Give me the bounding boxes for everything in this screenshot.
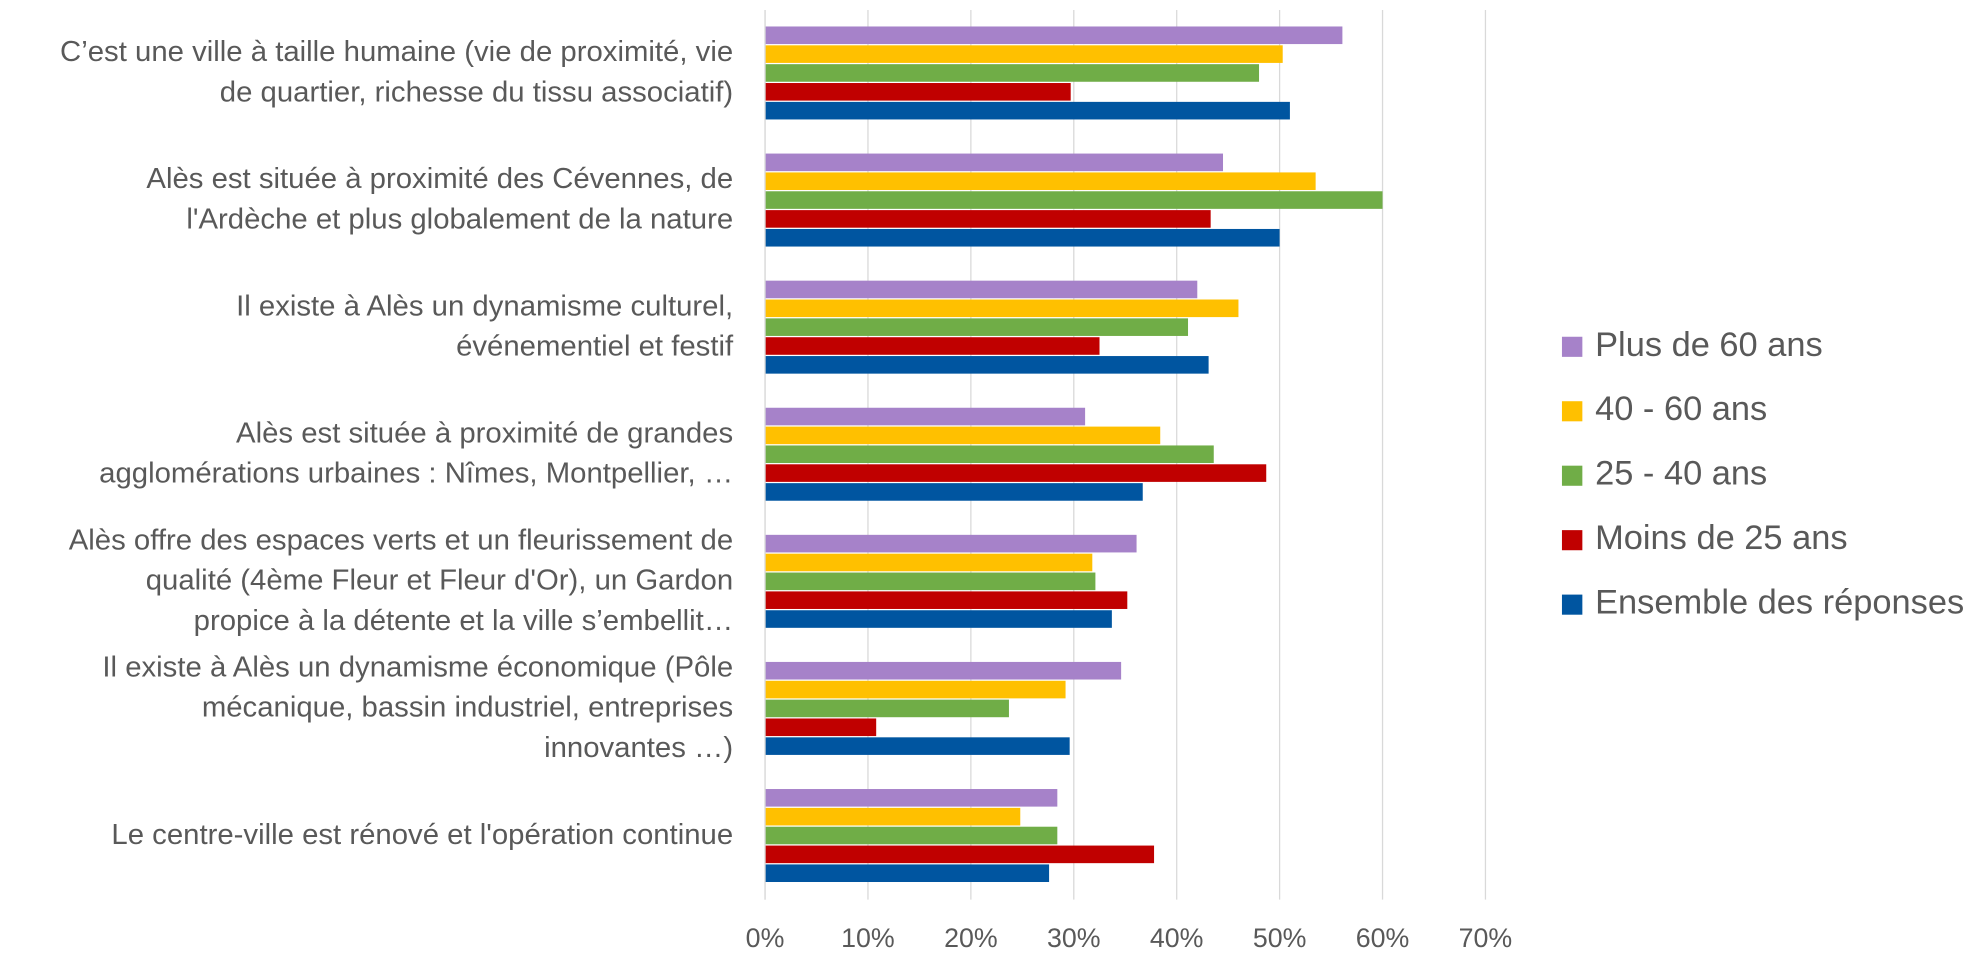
bar: [765, 45, 1283, 63]
bar: [765, 172, 1316, 191]
y-tick-label: l'Ardèche et plus globalement de la natu…: [186, 204, 733, 236]
y-tick-label: événementiel et festif: [456, 331, 734, 363]
x-tick-label: 70%: [1459, 923, 1513, 953]
bar: [765, 191, 1383, 209]
bar: [765, 426, 1161, 445]
y-tick-label: C’est une ville à taille humaine (vie de…: [60, 36, 733, 68]
x-tick-label: 40%: [1150, 923, 1204, 953]
bar: [765, 299, 1239, 318]
bar: [765, 228, 1280, 247]
legend-swatch: [1561, 336, 1583, 357]
x-tick-label: 20%: [944, 923, 998, 953]
x-tick-label: 30%: [1047, 923, 1101, 953]
bar: [765, 807, 1021, 826]
bar: [765, 337, 1100, 355]
bar: [765, 464, 1267, 482]
y-tick-label: Il existe à Alès un dynamisme économique…: [102, 652, 733, 684]
y-tick-label: Il existe à Alès un dynamisme culturel,: [236, 290, 733, 322]
y-tick-label: qualité (4ème Fleur et Fleur d'Or), un G…: [146, 565, 733, 597]
bar: [765, 699, 1009, 718]
legend-label: Ensemble des réponses: [1595, 584, 1964, 622]
y-tick-label: innovantes …): [544, 732, 733, 764]
y-tick-label: de quartier, richesse du tissu associati…: [220, 77, 733, 109]
legend-swatch: [1561, 401, 1583, 422]
x-tick-label: 60%: [1356, 923, 1410, 953]
legend-label: 25 - 40 ans: [1595, 455, 1767, 493]
bar: [765, 864, 1050, 883]
bar: [765, 210, 1211, 228]
bar: [765, 483, 1143, 501]
legend-swatch: [1561, 594, 1583, 615]
y-tick-label: Alès offre des espaces verts et un fleur…: [69, 525, 733, 557]
bar: [765, 407, 1086, 426]
bar: [765, 845, 1155, 864]
legend-label: Moins de 25 ans: [1595, 519, 1847, 557]
x-tick-label: 0%: [746, 923, 785, 953]
bar: [765, 737, 1070, 755]
bar: [765, 680, 1066, 699]
bar: [765, 718, 877, 737]
y-tick-label: Le centre-ville est rénové et l'opératio…: [111, 819, 733, 851]
y-tick-label: Alès est située à proximité de grandes: [236, 418, 733, 450]
y-tick-label: agglomérations urbaines : Nîmes, Montpel…: [99, 458, 733, 490]
bar: [765, 553, 1093, 572]
bar: [765, 153, 1224, 172]
bar: [765, 280, 1198, 299]
bar: [765, 534, 1137, 553]
bar: [765, 356, 1209, 374]
legend-swatch: [1561, 530, 1583, 551]
y-tick-label: propice à la détente et la ville s’embel…: [194, 605, 733, 637]
x-tick-label: 50%: [1253, 923, 1307, 953]
bar: [765, 445, 1214, 464]
bar: [765, 83, 1071, 101]
legend-label: Plus de 60 ans: [1595, 326, 1823, 364]
bar: [765, 661, 1122, 680]
y-tick-label: Alès est située à proximité des Cévennes…: [146, 163, 733, 195]
legend-swatch: [1561, 465, 1583, 486]
bar: [765, 64, 1260, 82]
bar: [765, 101, 1290, 120]
bar: [765, 318, 1189, 336]
bar: [765, 591, 1128, 609]
x-tick-label: 10%: [841, 923, 895, 953]
bar: [765, 610, 1112, 628]
bar: [765, 826, 1058, 845]
bar: [765, 789, 1058, 807]
bar: [765, 572, 1096, 591]
bar: [765, 26, 1343, 45]
legend-label: 40 - 60 ans: [1595, 390, 1767, 428]
y-tick-label: mécanique, bassin industriel, entreprise…: [202, 692, 733, 724]
